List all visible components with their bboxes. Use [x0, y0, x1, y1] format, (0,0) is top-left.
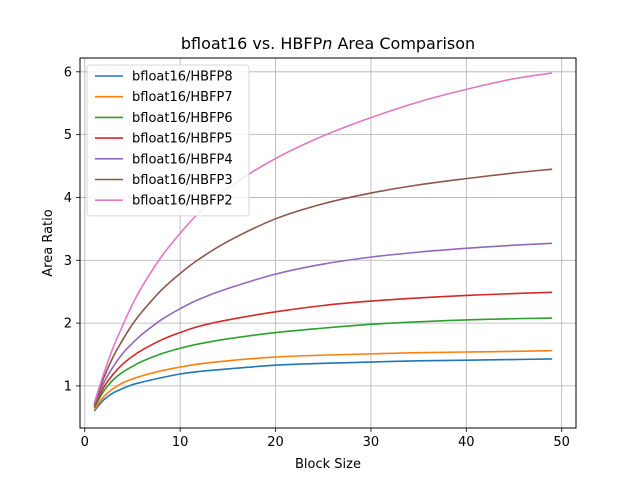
series-line-6	[93, 168, 553, 405]
legend: bfloat16/HBFP8 bfloat16/HBFP7 bfloat16/HBF…	[86, 64, 250, 217]
legend-label: bfloat16/HBFP2	[132, 194, 233, 209]
legend-label: bfloat16/HBFP4	[132, 152, 233, 167]
legend-label: bfloat16/HBFP6	[132, 111, 233, 126]
x-tick-label: 10	[172, 435, 189, 450]
chart-title: bfloat16 vs. HBFPn Area Comparison	[181, 34, 475, 53]
series-line-2	[93, 349, 553, 411]
y-tick-label: 3	[64, 254, 72, 269]
legend-box	[86, 64, 250, 217]
y-axis-label: Area Ratio	[41, 209, 56, 276]
series-line-3	[93, 317, 553, 409]
y-tick-label: 5	[64, 128, 72, 143]
y-tick-label: 2	[64, 317, 72, 332]
series-line-5	[93, 242, 553, 406]
series-line-1	[93, 358, 553, 412]
legend-label: bfloat16/HBFP3	[132, 173, 233, 188]
axis-ticks: 0 10 20 30 40 50 1 2 3 4 5 6	[64, 65, 570, 450]
x-tick-label: 20	[267, 435, 284, 450]
legend-label: bfloat16/HBFP8	[132, 70, 233, 85]
x-tick-label: 30	[363, 435, 380, 450]
series-line-4	[93, 291, 553, 407]
legend-label: bfloat16/HBFP7	[132, 90, 233, 105]
x-tick-label: 40	[458, 435, 475, 450]
y-tick-label: 4	[64, 191, 72, 206]
y-tick-label: 6	[64, 65, 72, 80]
x-tick-label: 0	[81, 435, 89, 450]
legend-label: bfloat16/HBFP5	[132, 132, 233, 147]
plot-frame	[79, 57, 577, 429]
x-axis-label: Block Size	[295, 457, 361, 472]
y-tick-label: 1	[64, 379, 72, 394]
x-tick-label: 50	[553, 435, 570, 450]
